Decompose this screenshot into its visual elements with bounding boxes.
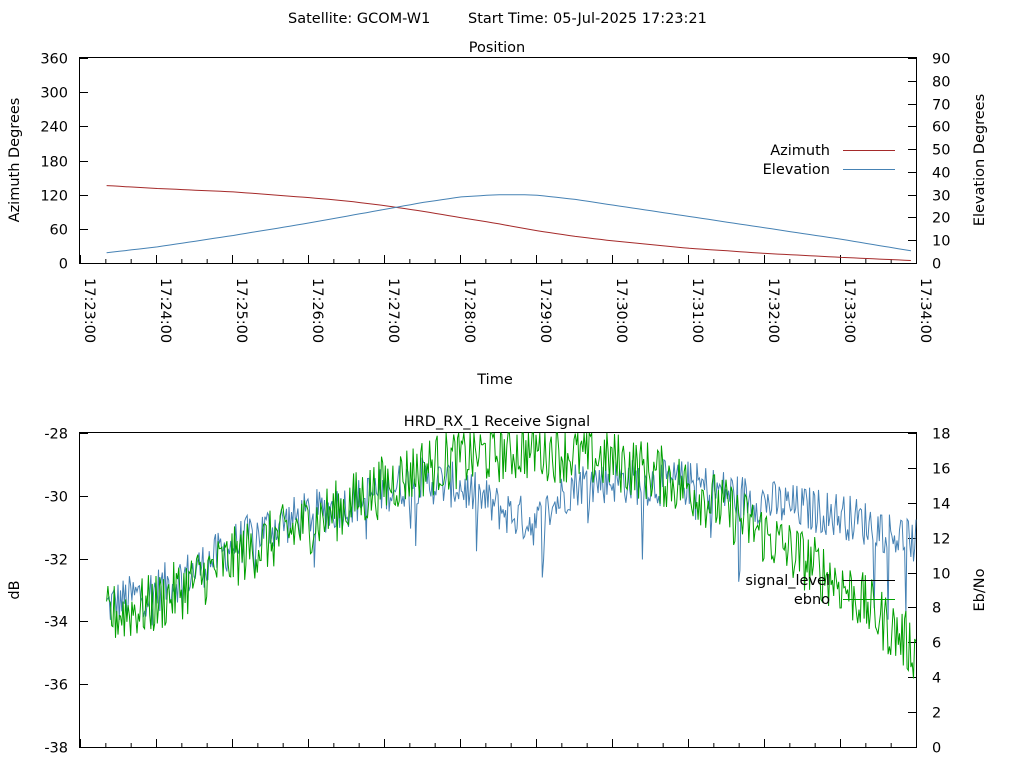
y-tick-label: -34 — [44, 615, 68, 631]
y-tick-label: -30 — [44, 490, 68, 506]
y-tick-label: -28 — [44, 427, 68, 443]
series-line-ebno — [106, 431, 917, 679]
legend-label-Azimuth: Azimuth — [770, 143, 830, 159]
legend-label-Elevation: Elevation — [763, 162, 830, 178]
signal-plot-frame — [79, 432, 917, 748]
x-tick-label: 17:34:00 — [917, 278, 933, 343]
position-chart-title: Position — [469, 40, 525, 56]
y-tick-label: 0 — [59, 257, 68, 273]
signal-y2-axis-label: Eb/No — [972, 568, 988, 611]
y2-tick-label: 80 — [932, 75, 950, 91]
y2-tick-label: 90 — [932, 52, 950, 68]
y-tick-label: 360 — [40, 52, 68, 68]
y2-tick-label: 12 — [932, 532, 950, 548]
y2-tick-label: 10 — [932, 234, 950, 250]
y2-tick-label: 16 — [932, 462, 950, 478]
y-tick-label: -32 — [44, 553, 68, 569]
signal-y2-axis: 0 2 4 6 8 10 12 14 16 18 — [908, 427, 950, 757]
y-tick-label: 180 — [40, 155, 68, 171]
position-chart: Position 17:23:00 17:24:00 17:25:00 17:26:0… — [7, 40, 988, 388]
y2-tick-label: 4 — [932, 671, 941, 687]
position-y-axis-label: Azimuth Degrees — [7, 98, 23, 223]
x-tick-label: 17:27:00 — [385, 278, 401, 343]
signal-x-axis — [80, 739, 917, 747]
y2-tick-label: 18 — [932, 427, 950, 443]
y-tick-label: 240 — [40, 120, 68, 136]
position-series — [106, 185, 911, 261]
satellite-label: Satellite: GCOM-W1 — [288, 11, 430, 27]
y2-tick-label: 60 — [932, 120, 950, 136]
signal-chart-title: HRD_RX_1 Receive Signal — [404, 414, 590, 430]
legend-label-signal-level: signal_level — [745, 573, 830, 589]
x-tick-label: 17:28:00 — [461, 278, 477, 343]
y-tick-label: -38 — [44, 741, 68, 757]
y-tick-label: 120 — [40, 189, 68, 205]
x-tick-label: 17:25:00 — [233, 278, 249, 343]
start-time-label: Start Time: 05-Jul-2025 17:23:21 — [468, 11, 707, 27]
y2-tick-label: 50 — [932, 143, 950, 159]
y2-tick-label: 30 — [932, 189, 950, 205]
y2-tick-label: 0 — [932, 741, 941, 757]
position-x-axis: 17:23:00 17:24:00 17:25:00 17:26:00 17:27:00… — [80, 255, 933, 343]
y-tick-label: 300 — [40, 86, 68, 102]
y2-tick-label: 40 — [932, 166, 950, 182]
y2-tick-label: 20 — [932, 211, 950, 227]
y2-tick-label: 0 — [932, 257, 941, 273]
y2-tick-label: 70 — [932, 98, 950, 114]
legend-label-ebno: ebno — [794, 592, 830, 608]
receive-signal-chart: HRD_RX_1 Receive Signal -38-36-34-32-30-… — [7, 414, 988, 757]
y2-tick-label: 6 — [932, 636, 941, 652]
y2-tick-label: 8 — [932, 601, 941, 617]
x-tick-label: 17:32:00 — [765, 278, 781, 343]
x-tick-label: 17:33:00 — [841, 278, 857, 343]
signal-series — [106, 431, 917, 679]
x-tick-label: 17:31:00 — [689, 278, 705, 343]
position-y2-axis: 0 10 20 30 40 50 60 70 80 90 — [908, 52, 950, 273]
x-tick-label: 17:26:00 — [309, 278, 325, 343]
position-y-axis: 0 60 120 180 240 300 360 — [40, 52, 88, 273]
series-line-Elevation — [106, 194, 911, 254]
position-y2-axis-label: Elevation Degrees — [972, 94, 988, 226]
y2-tick-label: 10 — [932, 567, 950, 583]
series-line-Azimuth — [106, 185, 911, 261]
y-tick-label: 60 — [50, 223, 68, 239]
position-plot-frame — [79, 57, 917, 264]
position-legend: Azimuth Elevation — [763, 143, 895, 178]
x-tick-label: 17:24:00 — [157, 278, 173, 343]
position-x-axis-label: Time — [476, 372, 513, 388]
x-tick-label: 17:30:00 — [613, 278, 629, 343]
signal-y-axis-label: dB — [7, 580, 23, 599]
x-tick-label: 17:23:00 — [81, 278, 97, 343]
x-tick-label: 17:29:00 — [537, 278, 553, 343]
signal-y-axis: -38 -36 -34 -32 -30 -28 — [44, 427, 88, 757]
y-tick-label: -36 — [44, 678, 68, 694]
y2-tick-label: 14 — [932, 497, 950, 513]
y2-tick-label: 2 — [932, 706, 941, 722]
